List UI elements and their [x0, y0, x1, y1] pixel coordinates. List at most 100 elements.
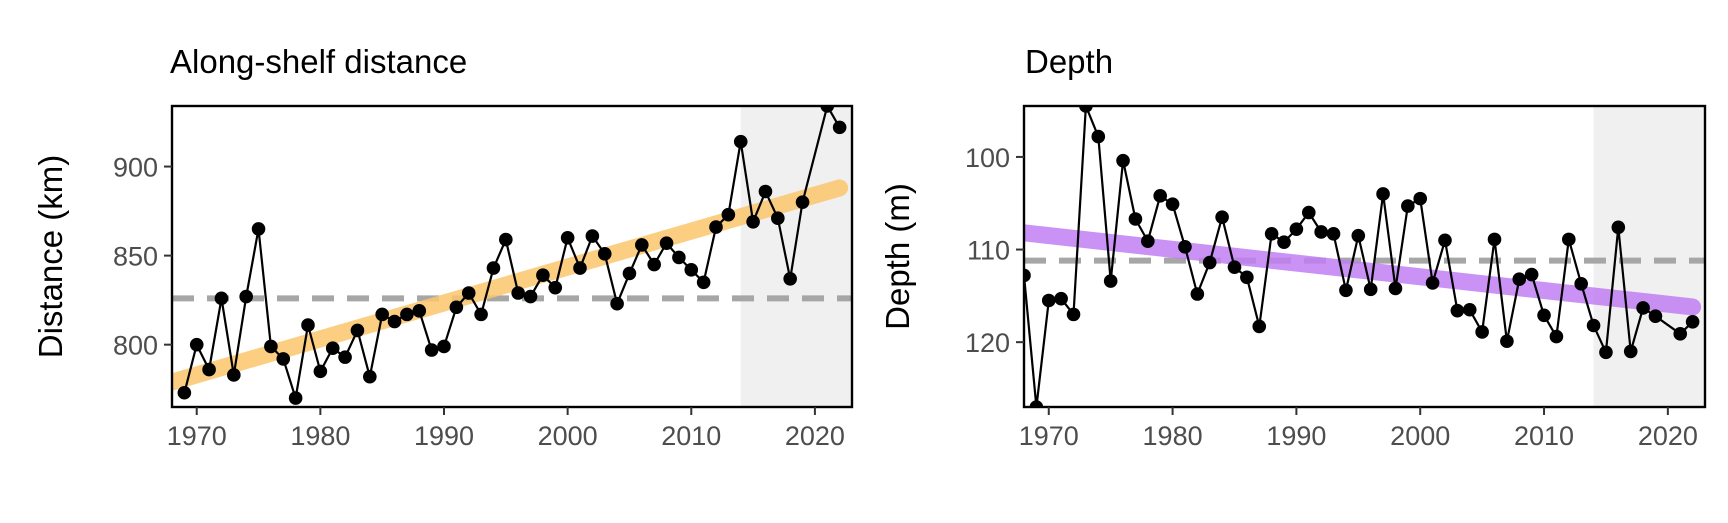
data-point: [1462, 302, 1477, 317]
data-point: [387, 314, 402, 329]
y-tick-label: 110: [967, 236, 1010, 266]
data-point: [1363, 282, 1378, 297]
data-point: [746, 214, 760, 229]
data-point: [573, 261, 587, 275]
data-point: [1289, 222, 1304, 236]
data-point: [1215, 210, 1229, 224]
data-point: [560, 230, 575, 245]
y-axis-title: Distance (km): [32, 155, 69, 359]
panel-title: Along-shelf distance: [170, 43, 467, 80]
x-tick-label: 2020: [1638, 421, 1698, 451]
data-point: [783, 271, 797, 286]
data-point: [264, 339, 278, 354]
y-tick-label: 120: [965, 328, 1010, 358]
data-point: [511, 286, 525, 300]
x-tick-label: 1990: [414, 421, 474, 451]
y-tick-label: 800: [113, 331, 158, 361]
x-tick-label: 1990: [1266, 421, 1326, 451]
y-tick-label: 100: [965, 143, 1010, 173]
shaded-recent-period: [1593, 106, 1705, 407]
data-point: [1351, 228, 1366, 243]
data-point: [486, 261, 501, 275]
data-point: [1252, 319, 1267, 334]
x-tick-label: 2010: [1514, 421, 1574, 451]
data-point: [771, 211, 785, 226]
data-point: [548, 280, 563, 295]
data-point: [313, 364, 328, 379]
data-point: [1438, 233, 1452, 248]
data-point: [1264, 227, 1279, 241]
data-point: [189, 337, 204, 352]
data-point: [721, 207, 736, 222]
data-point: [795, 195, 810, 209]
data-point: [1450, 303, 1465, 318]
data-point: [1079, 106, 1093, 113]
x-tick-label: 1980: [1143, 421, 1203, 451]
data-point: [363, 369, 377, 384]
data-point: [1240, 270, 1254, 285]
data-point: [1024, 268, 1031, 283]
x-tick-label: 1970: [1019, 421, 1079, 451]
data-point: [1301, 205, 1316, 220]
data-point: [276, 352, 291, 366]
data-point: [202, 362, 216, 377]
data-point: [1648, 309, 1663, 324]
data-point: [1066, 307, 1081, 322]
x-tick-label: 1980: [290, 421, 350, 451]
panel-along-shelf-distance: 1970 1980 1990 2000 2010 2020 800 850 900 Along-s…: [32, 43, 854, 451]
data-point: [1537, 308, 1551, 323]
data-point: [412, 304, 427, 318]
data-point: [820, 106, 835, 113]
data-point: [1116, 153, 1130, 168]
data-point: [1277, 235, 1291, 249]
data-point: [1611, 220, 1626, 235]
data-point: [1562, 232, 1576, 247]
data-point: [1599, 345, 1613, 360]
trend-line: [1024, 224, 1702, 316]
data-point: [1500, 334, 1514, 349]
data-point: [1029, 400, 1044, 407]
data-point: [832, 120, 847, 135]
data-point: [1054, 291, 1068, 306]
data-point: [400, 307, 414, 322]
y-tick-label: 900: [113, 153, 158, 183]
data-point: [1623, 344, 1638, 359]
data-point: [1574, 277, 1588, 291]
x-tick-label: 1970: [167, 421, 227, 451]
data-point: [239, 289, 253, 304]
data-point: [1227, 260, 1242, 274]
data-point: [659, 236, 674, 250]
data-point: [1636, 301, 1650, 315]
panel-title: Depth: [1025, 43, 1113, 80]
data-point: [684, 263, 699, 277]
data-point: [325, 341, 340, 356]
data-point: [227, 368, 241, 382]
panel-depth: 1970 1980 1990 2000 2010 2020 100 110 120 Depth De…: [879, 43, 1707, 451]
data-point: [338, 350, 352, 364]
data-point: [696, 275, 711, 290]
data-point: [1512, 272, 1527, 286]
panel-frame: [1022, 104, 1707, 409]
data-point: [177, 385, 192, 400]
data-point: [251, 222, 266, 236]
data-point: [424, 343, 439, 357]
data-point: [461, 286, 476, 300]
data-point: [288, 391, 303, 405]
shaded-recent-period: [740, 106, 852, 407]
plot-content: [1024, 106, 1705, 407]
data-point: [1202, 255, 1217, 270]
data-point: [1388, 281, 1403, 296]
data-point: [1487, 232, 1502, 247]
plot-content: [172, 106, 852, 407]
data-point: [499, 232, 513, 247]
data-point: [1165, 197, 1180, 211]
data-point: [1314, 225, 1328, 239]
x-tick-label: 2000: [1390, 421, 1450, 451]
data-point: [437, 339, 451, 354]
data-point: [214, 291, 229, 306]
data-point: [350, 323, 365, 338]
data-point: [1475, 325, 1489, 339]
data-point: [758, 184, 773, 199]
data-point: [647, 257, 661, 272]
data-point: [375, 307, 389, 322]
